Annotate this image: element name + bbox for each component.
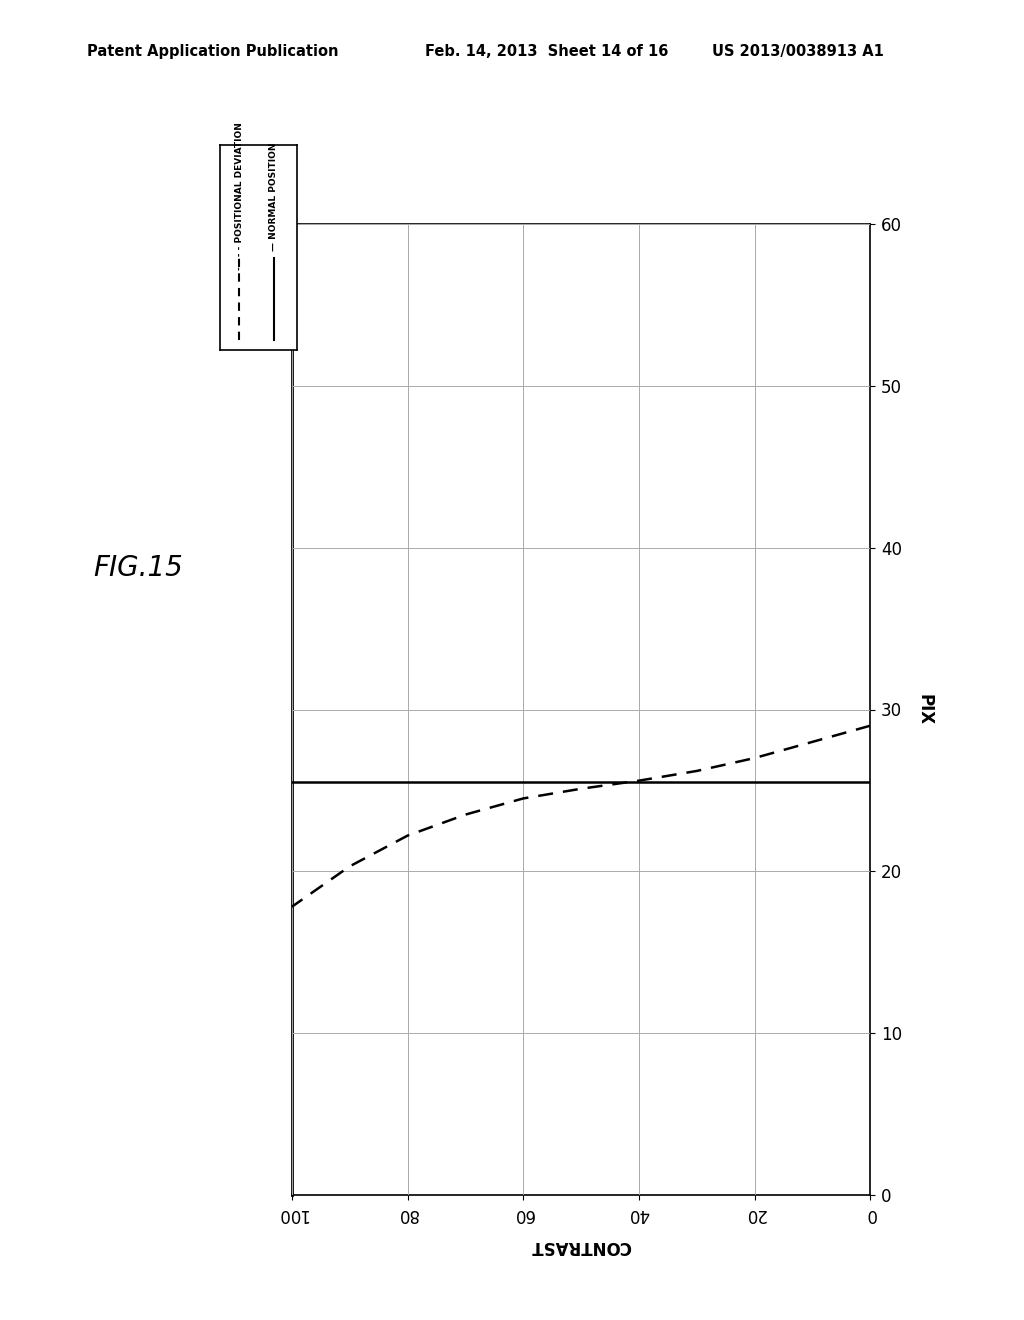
Text: FIG.15: FIG.15 bbox=[93, 553, 183, 582]
Text: Feb. 14, 2013  Sheet 14 of 16: Feb. 14, 2013 Sheet 14 of 16 bbox=[425, 44, 669, 59]
Text: — NORMAL POSITION: — NORMAL POSITION bbox=[269, 143, 279, 251]
Text: Patent Application Publication: Patent Application Publication bbox=[87, 44, 339, 59]
X-axis label: CONTRAST: CONTRAST bbox=[530, 1237, 632, 1255]
Y-axis label: PIX: PIX bbox=[915, 694, 934, 725]
Text: - - - - POSITIONAL DEVIATION: - - - - POSITIONAL DEVIATION bbox=[234, 123, 244, 271]
Text: US 2013/0038913 A1: US 2013/0038913 A1 bbox=[712, 44, 884, 59]
